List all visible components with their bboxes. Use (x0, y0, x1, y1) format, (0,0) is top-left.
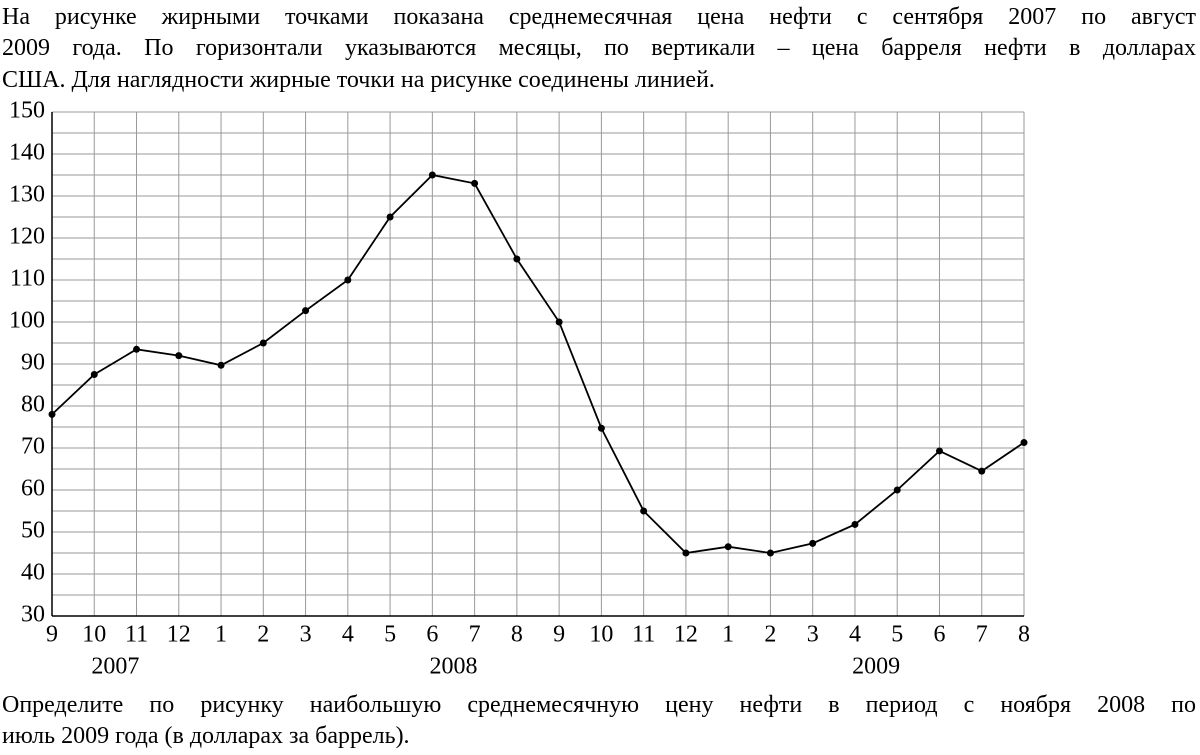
x-tick-label: 3 (300, 622, 312, 648)
x-tick-label: 5 (891, 622, 903, 648)
question-line: июль 2009 года (в долларах за баррель). (2, 723, 410, 749)
y-tick-label: 60 (21, 476, 45, 502)
x-tick-label: 5 (384, 622, 396, 648)
price-point (133, 345, 141, 353)
price-point (1020, 439, 1028, 447)
price-point (90, 371, 98, 378)
y-tick-label: 110 (10, 266, 45, 292)
x-tick-label: 7 (469, 622, 481, 648)
intro-line: На рисунке жирными точками показана сред… (2, 4, 1196, 30)
y-tick-label: 70 (21, 434, 45, 460)
x-tick-label: 8 (511, 622, 523, 648)
price-point (682, 549, 690, 557)
x-tick-label: 11 (632, 622, 655, 648)
year-label: 2008 (429, 654, 477, 680)
year-label: 2009 (852, 654, 900, 680)
x-tick-label: 1 (215, 622, 227, 648)
x-tick-label: 6 (933, 622, 945, 648)
y-tick-label: 90 (21, 350, 45, 376)
x-tick-label: 10 (82, 622, 106, 648)
price-point (259, 339, 267, 347)
y-tick-label: 80 (21, 392, 45, 418)
x-tick-label: 9 (46, 622, 58, 648)
year-label: 2007 (91, 654, 139, 680)
price-point (724, 543, 732, 551)
price-point (766, 549, 774, 557)
x-tick-label: 1 (722, 622, 734, 648)
x-tick-label: 11 (125, 622, 148, 648)
x-tick-label: 12 (167, 622, 191, 648)
price-line (51, 174, 1025, 554)
y-tick-label: 30 (21, 602, 45, 628)
x-tick-label: 3 (807, 622, 819, 648)
x-tick-label: 4 (849, 622, 861, 648)
y-tick-label: 150 (9, 98, 45, 124)
x-tick-label: 8 (1018, 622, 1030, 648)
price-point (48, 410, 56, 418)
x-tick-label: 2 (764, 622, 776, 648)
price-point (386, 213, 394, 221)
x-tick-label: 12 (674, 622, 698, 648)
price-point (302, 307, 310, 315)
x-tick-label: 6 (426, 622, 438, 648)
x-tick-label: 9 (553, 622, 565, 648)
price-point (935, 447, 943, 455)
y-tick-label: 130 (9, 182, 45, 208)
price-point (851, 520, 859, 528)
price-point (555, 318, 563, 326)
price-point (809, 539, 817, 547)
intro-line: 2009 года. По горизонтали указываются ме… (2, 35, 1196, 61)
x-tick-label: 7 (976, 622, 988, 648)
y-tick-label: 140 (9, 140, 45, 166)
price-point (428, 171, 436, 179)
price-point (513, 255, 521, 263)
price-point (175, 352, 183, 360)
price-point (978, 467, 986, 475)
y-tick-label: 100 (9, 308, 45, 334)
y-tick-label: 120 (9, 224, 45, 250)
price-point (471, 179, 479, 187)
y-tick-label: 40 (21, 560, 45, 586)
x-tick-label: 2 (257, 622, 269, 648)
price-point (640, 507, 648, 515)
price-point (344, 276, 352, 284)
y-tick-label: 50 (21, 518, 45, 544)
x-tick-label: 4 (342, 622, 354, 648)
question-line: Определите по рисунку наибольшую среднем… (2, 692, 1196, 718)
x-tick-label: 10 (589, 622, 613, 648)
price-point (597, 424, 605, 432)
intro-line: США. Для наглядности жирные точки на рис… (2, 67, 715, 93)
price-point (217, 361, 225, 369)
price-point (893, 486, 901, 494)
